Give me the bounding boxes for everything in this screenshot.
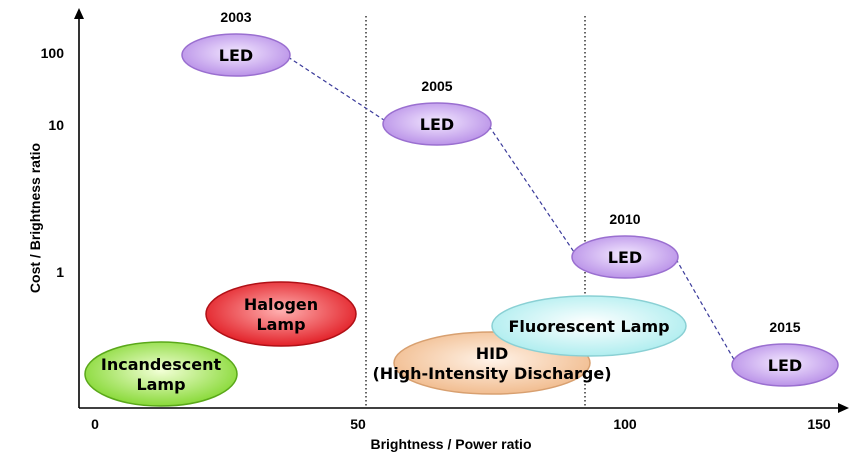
y-axis-title: Cost / Brightness ratio [27,143,43,293]
year-label: 2010 [609,211,640,227]
technology-label: Fluorescent Lamp [508,317,669,336]
y-axis-arrow [74,8,84,19]
led-roadmap-connectors [287,56,737,364]
led-node-2005: LED 2005 [382,78,492,146]
technology-ellipses: IncandescentLampHalogenLampHID(High-Inte… [84,281,687,407]
y-tick-label: 1 [56,264,64,280]
x-tick-label: 0 [91,416,99,432]
led-ellipse [731,343,839,387]
technology-ellipse [84,341,238,407]
technology-label: Lamp [256,315,305,334]
technology-ellipse [205,281,357,347]
led-label: LED [420,115,454,134]
x-tick-labels: 0 50 100 150 [91,416,831,432]
reference-lines [365,16,586,408]
roadmap-connector [287,56,388,123]
x-axis-title: Brightness / Power ratio [370,436,531,452]
roadmap-connector [675,258,737,364]
roadmap-connector [488,125,577,256]
year-label: 2015 [769,319,800,335]
year-label: 2003 [220,9,251,25]
x-tick-label: 50 [350,416,366,432]
x-tick-label: 150 [807,416,831,432]
x-tick-label: 100 [613,416,637,432]
led-ellipse [382,102,492,146]
year-label: 2005 [421,78,452,94]
led-label: LED [768,356,802,375]
led-ellipse [181,33,291,77]
technology-ellipse [491,295,687,357]
led-roadmap-nodes: LED 2003 LED 2005 LED 2010 LED 2015 [181,9,839,387]
technology-label: Incandescent [101,355,222,374]
y-tick-label: 100 [41,45,65,61]
x-axis-arrow [838,403,849,413]
led-node-2003: LED 2003 [181,9,291,77]
led-label: LED [608,248,642,267]
led-node-2015: LED 2015 [731,319,839,387]
led-label: LED [219,46,253,65]
technology-3: Fluorescent Lamp [491,295,687,357]
technology-label: Halogen [244,295,318,314]
y-tick-labels: 100 10 1 [41,45,65,280]
y-tick-label: 10 [48,117,64,133]
led-node-2010: LED 2010 [571,211,679,279]
technology-label: (High-Intensity Discharge) [372,364,611,383]
technology-label: HID [476,344,509,363]
led-ellipse [571,235,679,279]
technology-label: Lamp [136,375,185,394]
